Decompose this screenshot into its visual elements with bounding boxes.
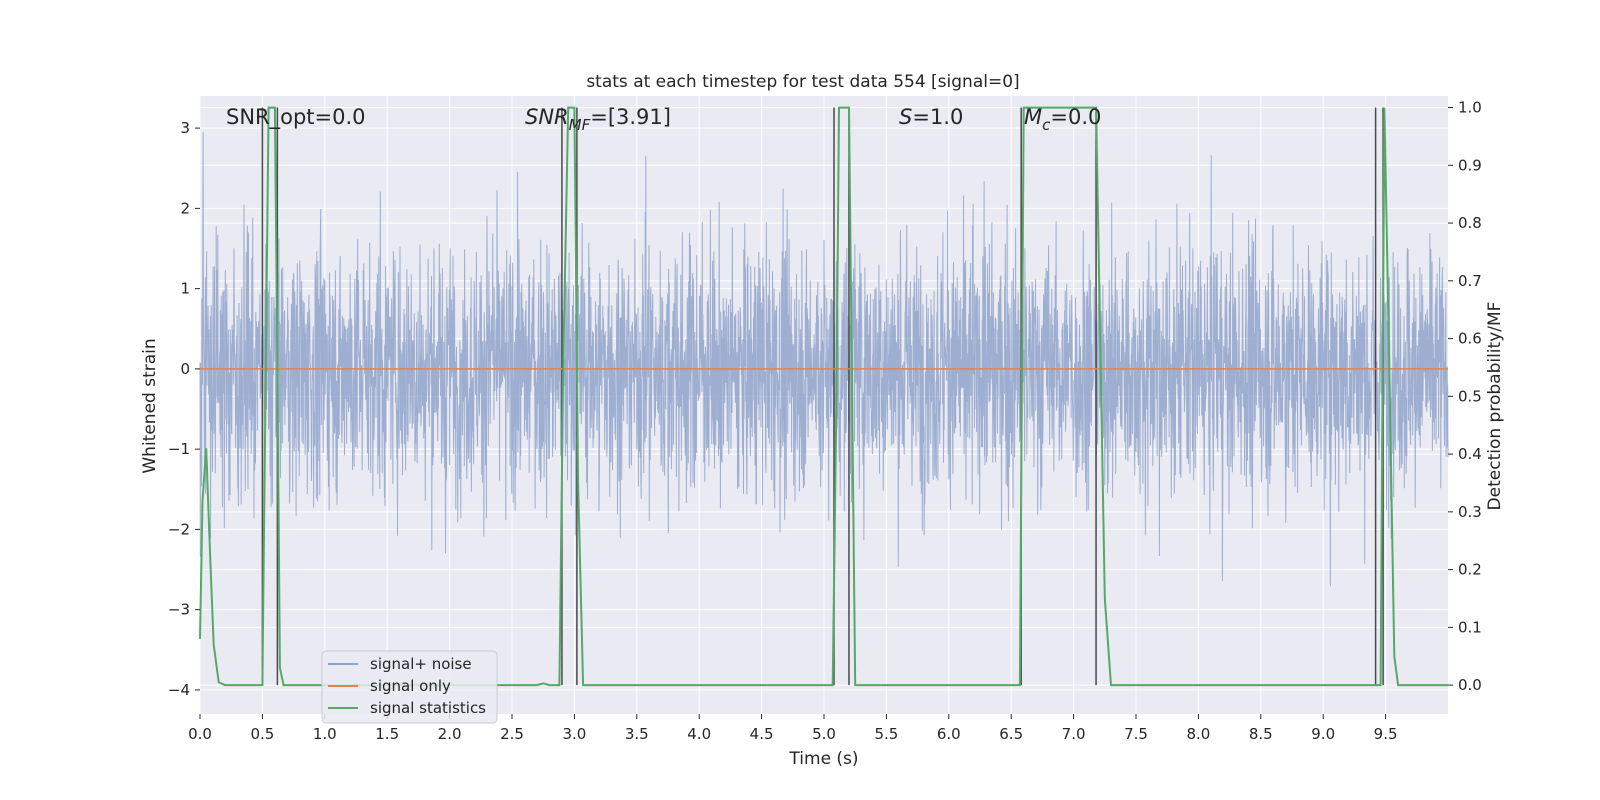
x-tick-label: 5.0 [812, 725, 836, 743]
x-tick-label: 7.0 [1062, 725, 1086, 743]
x-tick-label: 4.5 [750, 725, 774, 743]
x-tick-label: 6.0 [937, 725, 961, 743]
x-tick-label: 7.5 [1124, 725, 1148, 743]
x-tick-label: 3.0 [562, 725, 586, 743]
x-tick-label: 0.0 [188, 725, 212, 743]
y-tick-label: 3 [180, 119, 190, 137]
y-tick-label: −1 [168, 440, 190, 458]
y2-ticks: 1.0 0.9 0.8 0.7 0.6 0.5 0.4 0.3 0.2 0.1 0.0 [1448, 99, 1482, 694]
signal-noise-series [199, 132, 1449, 587]
y-tick-label: −2 [168, 520, 190, 538]
annotation-snr-opt: SNR_opt=0.0 [226, 105, 366, 130]
legend: signal+ noise signal only signal statist… [321, 650, 498, 724]
x-tick-label: 2.0 [438, 725, 462, 743]
y2-tick-label: 0.3 [1458, 503, 1482, 521]
y-axis-label: Whitened strain [140, 338, 160, 473]
y-tick-label: 0 [180, 360, 190, 378]
y2-tick-label: 0.9 [1458, 156, 1482, 174]
x-tick-label: 2.5 [500, 725, 524, 743]
y2-tick-label: 0.5 [1458, 387, 1482, 405]
annotation-snr-mf-value: =[3.91] [590, 105, 671, 129]
x-tick-label: 0.5 [250, 725, 274, 743]
annotation-snr-mf: SNRMF=[3.91] [525, 105, 671, 134]
x-tick-label: 1.5 [375, 725, 399, 743]
legend-label-noise: signal+ noise [370, 655, 472, 673]
y2-tick-label: 0.8 [1458, 214, 1482, 232]
x-tick-label: 1.0 [313, 725, 337, 743]
legend-box [321, 650, 498, 724]
y2-tick-label: 0.1 [1458, 618, 1482, 636]
x-tick-label: 3.5 [625, 725, 649, 743]
grid [199, 96, 1448, 714]
legend-label-signal-only: signal only [370, 677, 451, 695]
x-tick-label: 8.5 [1249, 725, 1273, 743]
x-tick-label: 5.5 [874, 725, 898, 743]
y2-tick-label: 0.2 [1458, 561, 1482, 579]
y2-tick-label: 1.0 [1458, 99, 1482, 117]
chart-title: stats at each timestep for test data 554… [586, 72, 1019, 92]
x-axis-label: Time (s) [788, 749, 858, 769]
y-tick-label: 2 [180, 199, 190, 217]
y2-axis-label: Detection probability/MF [1485, 302, 1505, 511]
annotation-s: S=1.0 [899, 105, 963, 129]
y2-tick-label: 0.6 [1458, 330, 1482, 348]
x-tick-label: 8.0 [1186, 725, 1210, 743]
legend-label-statistics: signal statistics [370, 699, 486, 717]
y-tick-label: −4 [168, 681, 190, 699]
x-tick-label: 4.0 [687, 725, 711, 743]
annotation-snr-mf-sub: MF [569, 116, 591, 134]
annotation-mc-main: M [1024, 105, 1042, 129]
y-ticks: 3 2 1 0 −1 −2 −3 −4 [168, 119, 200, 699]
y-tick-label: 1 [180, 280, 190, 298]
x-ticks: 0.0 0.5 1.0 1.5 2.0 2.5 3.0 3.5 4.0 4.5 5.0 5.5 6.0 6… [188, 714, 1398, 743]
annotation-s-main: S [899, 105, 912, 129]
annotation-mc: Mc=0.0 [1024, 105, 1101, 134]
x-tick-label: 9.5 [1374, 725, 1398, 743]
annotation-s-value: =1.0 [912, 105, 963, 129]
annotation-mc-value: =0.0 [1050, 105, 1101, 129]
annotation-snr-mf-main: SNR [525, 105, 569, 129]
y2-tick-label: 0.7 [1458, 272, 1482, 290]
x-tick-label: 9.0 [1311, 725, 1335, 743]
x-tick-label: 6.5 [999, 725, 1023, 743]
signal-statistics-series [199, 106, 1448, 687]
annotation-mc-sub: c [1042, 116, 1051, 134]
y2-tick-label: 0.0 [1458, 676, 1482, 694]
y2-tick-label: 0.4 [1458, 445, 1482, 463]
y-tick-label: −3 [168, 601, 190, 619]
signal-noise-line [199, 132, 1449, 587]
